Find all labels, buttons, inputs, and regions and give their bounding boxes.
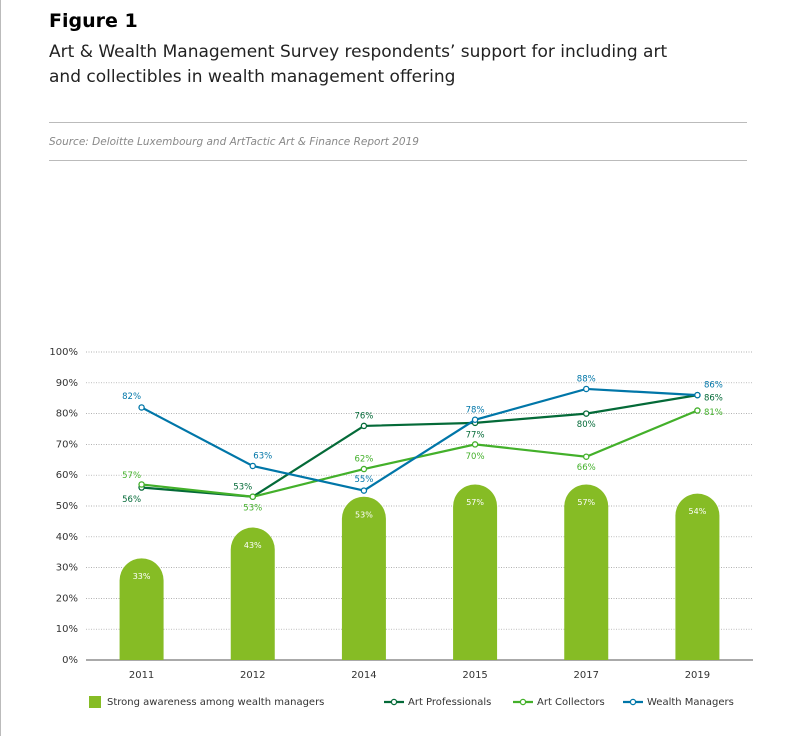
- line-marker: [360, 422, 368, 430]
- line-marker: [360, 487, 368, 494]
- x-tick-label: 2017: [574, 670, 599, 681]
- line-value-label: 66%: [577, 463, 596, 473]
- bar-value-label: 43%: [244, 541, 262, 550]
- y-tick-label: 70%: [56, 439, 78, 450]
- x-tick-label: 2019: [685, 670, 710, 681]
- legend-label: Wealth Managers: [647, 697, 734, 708]
- line-value-label: 53%: [233, 482, 252, 492]
- y-tick-label: 60%: [56, 470, 78, 481]
- line-value-label: 53%: [243, 503, 262, 513]
- y-tick-label: 20%: [56, 593, 78, 604]
- bar: [230, 527, 275, 660]
- line-value-label: 86%: [704, 394, 723, 404]
- line-marker: [471, 416, 479, 424]
- line-value-label: 88%: [577, 374, 596, 384]
- chart-subtitle: Art & Wealth Management Survey responden…: [49, 42, 668, 87]
- legend-marker: [629, 698, 637, 706]
- bar-value-label: 53%: [355, 510, 373, 519]
- line-value-label: 62%: [354, 455, 373, 465]
- line-value-label: 82%: [122, 392, 141, 402]
- y-tick-label: 80%: [56, 409, 78, 420]
- y-tick-label: 10%: [56, 624, 78, 635]
- x-tick-label: 2012: [240, 670, 265, 681]
- line-marker: [249, 493, 256, 501]
- rule: [49, 160, 747, 161]
- line-marker: [138, 481, 145, 488]
- chart-title: Figure 1: [49, 10, 138, 32]
- y-tick-label: 100%: [49, 347, 78, 358]
- x-tick-label: 2011: [129, 670, 154, 681]
- bar: [675, 493, 720, 660]
- line-marker: [583, 410, 590, 417]
- line-value-label: 78%: [466, 405, 485, 415]
- line-marker: [138, 404, 145, 411]
- legend-label: Strong awareness among wealth managers: [107, 697, 324, 708]
- x-tick-label: 2015: [462, 670, 487, 681]
- line-value-label: 55%: [354, 475, 373, 485]
- line-value-label: 77%: [466, 430, 485, 440]
- rule: [49, 122, 747, 123]
- line-value-label: 63%: [253, 451, 272, 461]
- legend-marker: [390, 698, 398, 706]
- bar: [119, 558, 164, 660]
- x-tick-label: 2014: [351, 670, 376, 681]
- legend-label: Art Professionals: [408, 697, 491, 708]
- line-marker: [249, 462, 256, 470]
- legend-marker: [519, 698, 527, 706]
- y-tick-label: 90%: [56, 378, 78, 389]
- bar: [453, 484, 498, 660]
- y-tick-label: 0%: [62, 655, 78, 666]
- line-value-label: 86%: [704, 381, 723, 391]
- line-marker: [471, 441, 479, 448]
- bar-value-label: 57%: [466, 498, 484, 507]
- y-tick-label: 40%: [56, 532, 78, 543]
- legend-swatch: [89, 696, 101, 708]
- line-marker: [583, 385, 590, 393]
- line-marker: [583, 453, 590, 460]
- bar: [341, 496, 386, 660]
- line-value-label: 81%: [704, 408, 723, 418]
- bar-value-label: 57%: [577, 498, 595, 507]
- line-value-label: 56%: [122, 495, 141, 505]
- y-tick-label: 30%: [56, 563, 78, 574]
- line-value-label: 70%: [466, 452, 485, 462]
- line-marker: [360, 465, 368, 473]
- legend-label: Art Collectors: [537, 697, 605, 708]
- line-marker: [694, 407, 701, 414]
- line-value-label: 57%: [122, 471, 141, 481]
- bar: [564, 484, 609, 660]
- line: [141, 409, 698, 498]
- line-value-label: 76%: [354, 411, 373, 421]
- bar-value-label: 54%: [689, 507, 707, 516]
- y-tick-label: 50%: [56, 501, 78, 512]
- line: [141, 387, 698, 492]
- source-note: Source: Deloitte Luxembourg and ArtTacti…: [49, 136, 419, 148]
- bar-value-label: 33%: [133, 572, 151, 581]
- line-value-label: 80%: [577, 420, 596, 430]
- line-marker: [694, 391, 701, 399]
